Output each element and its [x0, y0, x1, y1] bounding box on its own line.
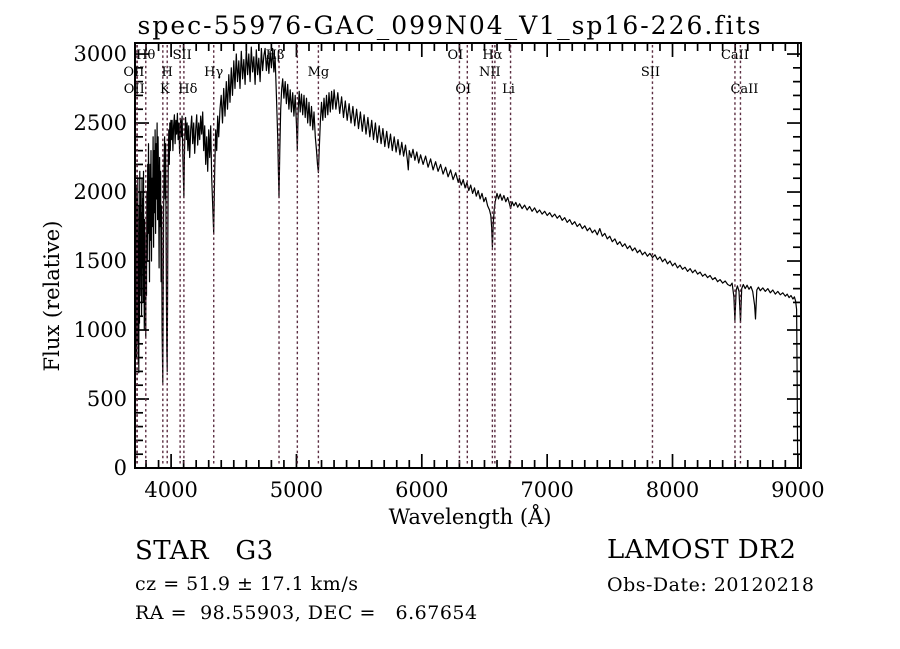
y-axis-label: Flux (relative): [40, 220, 64, 372]
x-ticks: [145, 44, 799, 467]
obs-date-text: Obs-Date: 20120218: [607, 574, 815, 596]
y-tick-label: 1500: [74, 249, 127, 273]
tick-labels: 4000 5000 6000 7000 8000 9000 0 500 1000 1500 2000…: [74, 42, 825, 502]
line-label-Hδ: Hδ: [178, 82, 198, 97]
line-label-OII: OII: [123, 65, 145, 80]
line-label-Li: Li: [502, 82, 515, 97]
x-axis-label: Wavelength (Å): [388, 505, 552, 529]
radec-text: RA = 98.55903, DEC = 6.67654: [135, 602, 478, 624]
line-markers: [136, 45, 742, 466]
line-label-Hγ: Hγ: [204, 65, 224, 80]
cz-text: cz = 51.9 ± 17.1 km/s: [135, 573, 359, 595]
spectrum-line: [134, 46, 799, 464]
survey-text: LAMOST DR2: [607, 535, 797, 565]
x-tick-label: 4000: [144, 478, 197, 502]
x-tick-label: 9000: [771, 478, 824, 502]
line-label-Mg: Mg: [307, 65, 330, 80]
x-tick-label: 8000: [646, 478, 699, 502]
line-label-OII: OII: [123, 82, 145, 97]
y-tick-label: 500: [87, 387, 127, 411]
line-label-NII: NII: [479, 65, 501, 80]
line-label-OI: OI: [455, 82, 472, 97]
plot-title: spec-55976-GAC_099N04_V1_sp16-226.fits: [137, 11, 763, 40]
y-tick-label: 3000: [74, 42, 127, 66]
line-label-Hθ: Hθ: [136, 48, 156, 63]
y-tick-label: 0: [114, 456, 127, 480]
x-tick-label: 5000: [270, 478, 323, 502]
line-label-H: H: [161, 65, 173, 80]
x-tick-label: 6000: [395, 478, 448, 502]
line-label-Hβ: Hβ: [265, 48, 285, 63]
line-label-SII: SII: [172, 48, 192, 63]
x-tick-label: 7000: [520, 478, 573, 502]
y-tick-label: 1000: [74, 318, 127, 342]
line-label-SII: SII: [640, 65, 661, 80]
line-label-OI: OI: [447, 48, 464, 63]
line-label-CaII: CaII: [730, 82, 759, 97]
line-label-Hα: Hα: [482, 48, 503, 63]
line-label-CaII: CaII: [720, 48, 749, 63]
line-label-K: K: [159, 82, 170, 97]
y-tick-label: 2500: [74, 111, 127, 135]
object-class-text: STAR G3: [135, 536, 274, 566]
y-tick-label: 2000: [74, 180, 127, 204]
